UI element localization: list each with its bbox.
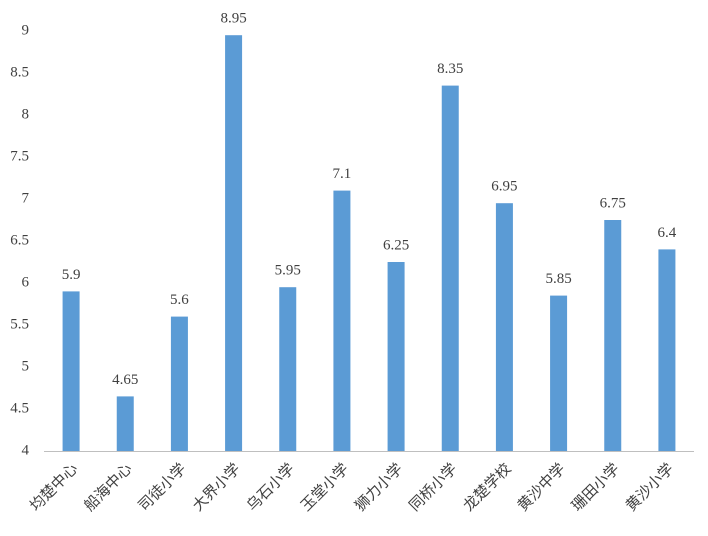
x-tick-label: 乌石小学 <box>244 460 298 514</box>
value-label: 6.95 <box>491 179 517 195</box>
x-tick-label: 同桥小学 <box>406 460 460 514</box>
value-label: 5.85 <box>545 271 571 287</box>
value-label: 5.6 <box>170 292 189 308</box>
value-label: 4.65 <box>112 372 138 388</box>
y-tick-label: 7.5 <box>10 148 29 164</box>
bar <box>441 85 459 451</box>
y-tick-label: 4.5 <box>10 400 29 416</box>
bar <box>495 203 513 451</box>
value-label: 6.75 <box>600 195 626 211</box>
bar <box>550 295 568 451</box>
bar <box>170 316 188 451</box>
value-label: 6.4 <box>658 225 677 241</box>
y-tick-label: 8 <box>22 106 30 122</box>
bar <box>62 291 80 451</box>
y-tick-label: 4 <box>22 442 30 458</box>
x-tick-label: 司徒小学 <box>135 460 189 514</box>
bar <box>604 220 622 451</box>
x-tick-label: 珊田小学 <box>569 460 623 514</box>
bar <box>116 396 134 451</box>
x-tick-label: 玉堂小学 <box>298 460 352 514</box>
y-tick-label: 9 <box>22 22 30 38</box>
bar <box>279 287 297 451</box>
y-tick-label: 5.5 <box>10 316 29 332</box>
y-tick-label: 5 <box>22 358 30 374</box>
value-label: 8.35 <box>437 61 463 77</box>
bar <box>333 190 351 451</box>
x-tick-label: 黄沙小学 <box>623 460 677 514</box>
y-tick-label: 7 <box>22 190 30 206</box>
bar <box>658 249 676 451</box>
value-label: 7.1 <box>333 166 352 182</box>
value-label: 5.95 <box>275 263 301 279</box>
x-tick-label: 龙楚学校 <box>460 460 514 514</box>
value-label: 6.25 <box>383 237 409 253</box>
x-tick-label: 均楚中心 <box>27 460 81 514</box>
value-label: 5.9 <box>62 267 81 283</box>
x-tick-label: 黄沙中学 <box>514 460 568 514</box>
bar <box>225 35 243 451</box>
bar <box>387 262 405 451</box>
x-tick-label: 狮力小学 <box>352 460 406 514</box>
value-label: 8.95 <box>220 11 246 27</box>
x-tick-label: 大界小学 <box>189 460 243 514</box>
y-tick-label: 6 <box>22 274 30 290</box>
y-tick-label: 8.5 <box>10 64 29 80</box>
x-tick-label: 船海中心 <box>81 460 135 514</box>
y-tick-label: 6.5 <box>10 232 29 248</box>
